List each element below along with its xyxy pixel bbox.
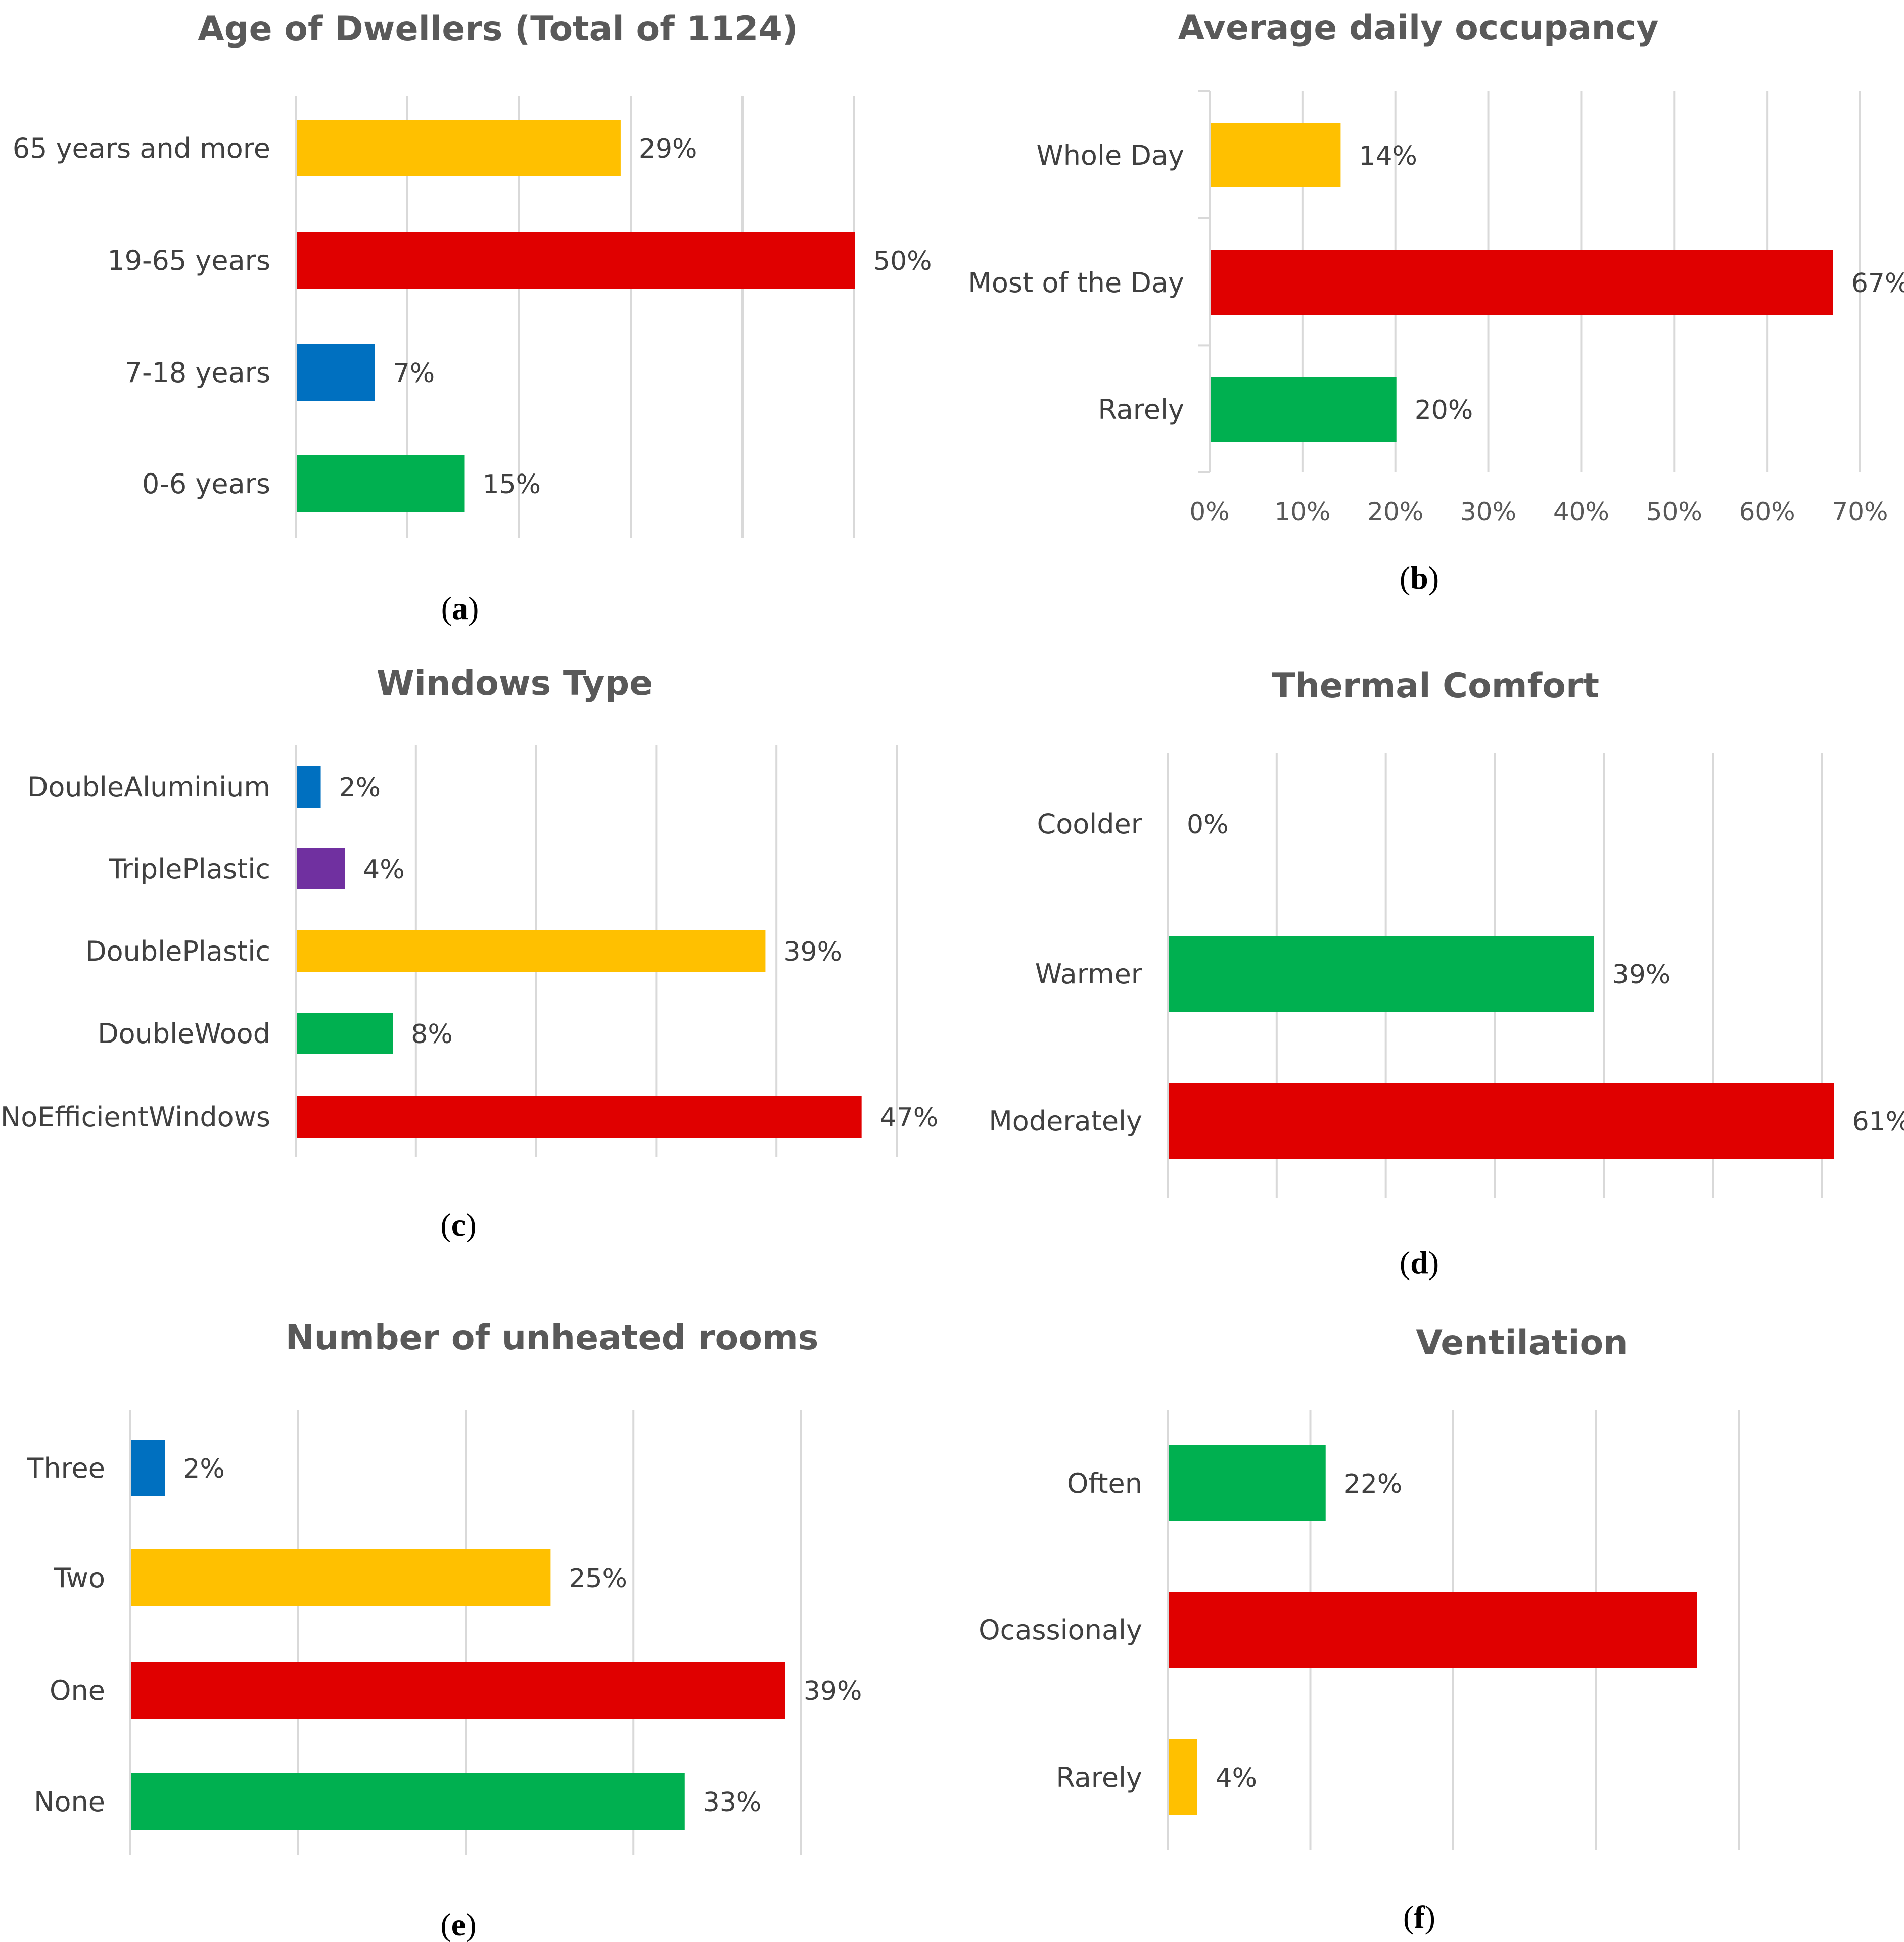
bar	[1169, 936, 1594, 1012]
x-tick-label: 20%	[1367, 497, 1423, 527]
bar	[1169, 1083, 1834, 1159]
bar	[1169, 1739, 1197, 1815]
chart-title: Number of unheated rooms	[286, 1318, 819, 1358]
x-tick-label: 0%	[1189, 497, 1229, 527]
x-tick-label: 30%	[1460, 497, 1516, 527]
bar	[297, 232, 855, 289]
data-label: 20%	[1415, 395, 1473, 425]
data-label: 8%	[411, 1019, 453, 1050]
panel-label: (b)	[1400, 560, 1439, 596]
x-tick-label: 50%	[1646, 497, 1702, 527]
x-tick-label: 40%	[1553, 497, 1609, 527]
bar	[297, 120, 621, 176]
x-tick-label: 10%	[1274, 497, 1330, 527]
data-label: 47%	[880, 1103, 939, 1133]
bar	[297, 455, 465, 512]
chart-panel-d: Thermal Comfort Coolder 0% Warmer 39% Moderat…	[989, 666, 1904, 1281]
panel-label: (d)	[1400, 1245, 1439, 1281]
category-label: 7-18 years	[125, 357, 270, 389]
data-label: 7%	[393, 358, 435, 389]
category-label: DoubleWood	[98, 1018, 270, 1050]
category-label: 19-65 years	[107, 245, 270, 276]
bar	[1169, 1592, 1697, 1668]
panel-label: (c)	[440, 1207, 476, 1243]
data-label: 4%	[363, 855, 405, 885]
data-label: 25%	[569, 1564, 627, 1594]
panel-label: (a)	[441, 590, 479, 626]
category-label: 65 years and more	[13, 132, 270, 164]
category-label: NoEfficientWindows	[1, 1101, 270, 1133]
chart-panel-f: Ventilation Often 22% Ocassionaly Rarely 4% (f…	[979, 1323, 1740, 1935]
category-label: TriplePlastic	[109, 853, 270, 885]
bar	[131, 1440, 165, 1496]
bar	[297, 1013, 393, 1054]
bar	[297, 848, 345, 889]
chart-title: Windows Type	[377, 664, 653, 703]
data-label: 4%	[1216, 1763, 1258, 1793]
category-label: DoublePlastic	[85, 935, 270, 967]
data-label: 39%	[804, 1676, 862, 1707]
data-label: 61%	[1852, 1107, 1904, 1137]
data-label: 14%	[1359, 141, 1417, 171]
chart-panel-e: Number of unheated rooms Three 2% Two 25% One…	[26, 1318, 862, 1942]
bar	[297, 930, 766, 972]
category-label: Coolder	[1037, 808, 1143, 840]
data-label: 29%	[639, 134, 698, 164]
chart-panel-a: Age of Dwellers (Total of 1124) 65 years …	[13, 9, 932, 626]
bar	[1211, 250, 1833, 315]
chart-title: Thermal Comfort	[1272, 666, 1599, 706]
x-tick-label: 70%	[1832, 497, 1888, 527]
bar	[297, 766, 321, 808]
data-label: 2%	[183, 1454, 225, 1484]
chart-title: Average daily occupancy	[1178, 8, 1658, 48]
category-label: Whole Day	[1036, 139, 1184, 171]
category-label: 0-6 years	[142, 468, 270, 500]
chart-title: Age of Dwellers (Total of 1124)	[198, 9, 798, 49]
category-label: Often	[1067, 1467, 1142, 1499]
category-label: Moderately	[989, 1105, 1142, 1137]
data-label: 0%	[1187, 810, 1229, 840]
category-label: Ocassionaly	[979, 1614, 1142, 1646]
chart-panel-b: Average daily occupancy 0% 10% 20% 30% 40% 50%…	[968, 8, 1904, 596]
bar	[1169, 1445, 1326, 1521]
bar	[297, 344, 375, 401]
chart-panel-c: Windows Type DoubleAluminium 2% TriplePlast…	[1, 664, 938, 1243]
data-label: 39%	[783, 937, 842, 967]
data-label: 2%	[339, 773, 381, 803]
data-label: 39%	[1612, 960, 1671, 990]
category-label: Most of the Day	[968, 267, 1184, 299]
x-tick-label: 60%	[1739, 497, 1795, 527]
bar	[131, 1549, 551, 1606]
category-label: Three	[26, 1452, 105, 1484]
data-label: 33%	[703, 1787, 762, 1818]
bar	[297, 1096, 862, 1138]
category-label: Warmer	[1035, 958, 1143, 990]
data-label: 22%	[1344, 1469, 1403, 1499]
category-label: None	[34, 1786, 105, 1818]
category-label: Rarely	[1056, 1762, 1142, 1793]
category-label: One	[50, 1675, 105, 1707]
category-label: Rarely	[1098, 394, 1184, 425]
data-label: 67%	[1851, 268, 1904, 299]
bar	[131, 1773, 685, 1830]
category-label: Two	[54, 1562, 105, 1594]
data-label: 15%	[483, 469, 541, 500]
category-label: DoubleAluminium	[27, 771, 270, 803]
data-label: 50%	[873, 246, 932, 276]
bar	[1211, 377, 1397, 442]
bar	[1211, 123, 1341, 187]
panel-label: (f)	[1403, 1899, 1435, 1935]
panel-label: (e)	[440, 1907, 476, 1942]
bar	[131, 1662, 785, 1719]
chart-title: Ventilation	[1416, 1323, 1628, 1363]
